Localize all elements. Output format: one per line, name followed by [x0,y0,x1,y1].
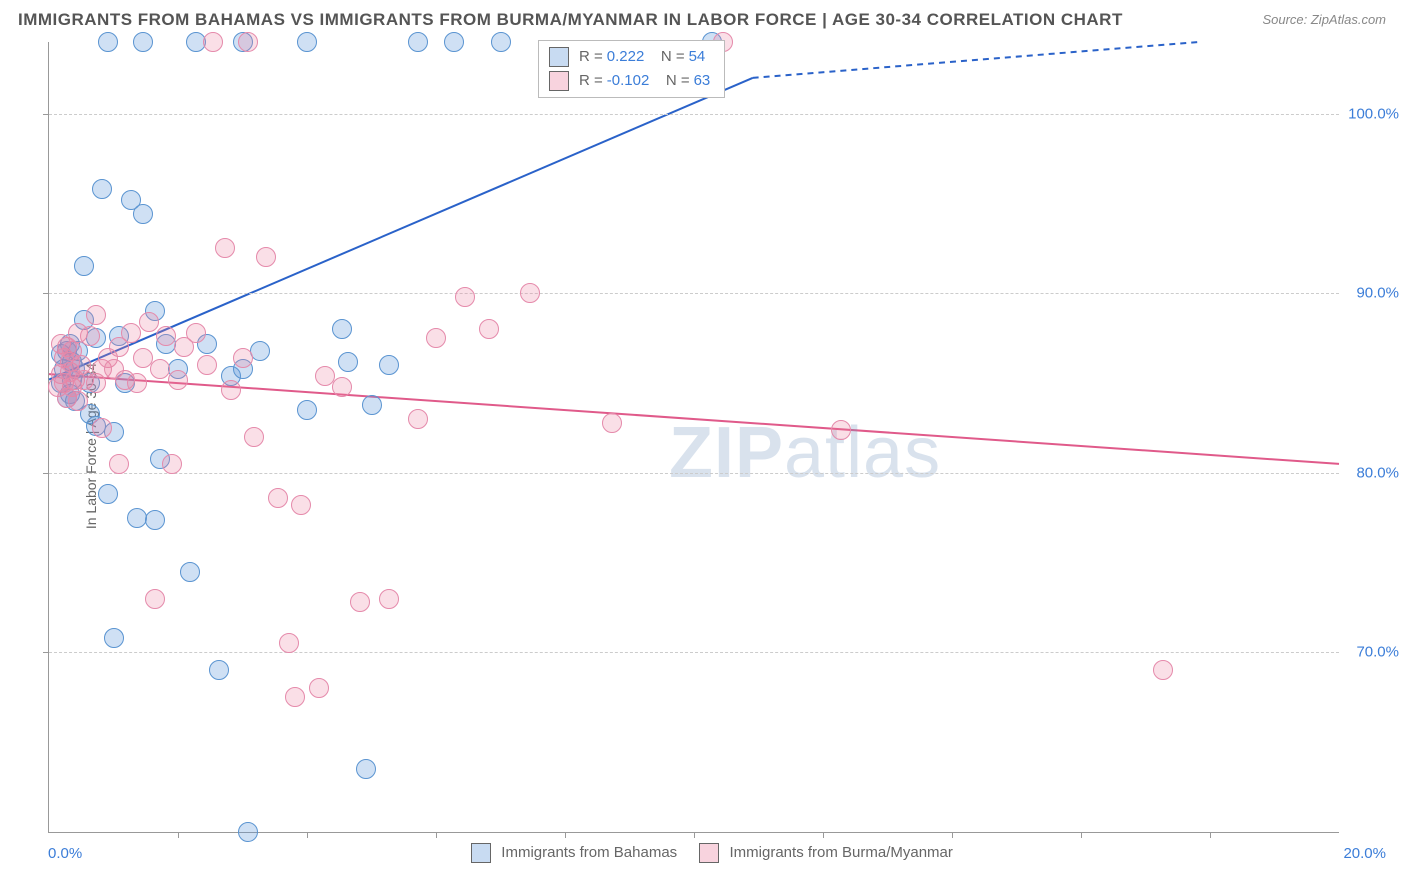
data-point [338,352,358,372]
data-point [285,687,305,707]
legend-swatch [549,47,569,67]
data-point [162,454,182,474]
data-point [109,454,129,474]
stats-legend: R = 0.222 N = 54R = -0.102 N = 63 [538,40,725,98]
x-tick [1210,832,1211,838]
data-point [408,32,428,52]
data-point [250,341,270,361]
stats-legend-row: R = -0.102 N = 63 [549,69,714,93]
data-point [831,420,851,440]
y-tick [43,114,49,115]
data-point [68,391,88,411]
data-point [104,628,124,648]
data-point [362,395,382,415]
data-point [297,32,317,52]
trend-line-extrapolated [753,42,1199,78]
data-point [297,400,317,420]
trend-line [49,374,1339,464]
data-point [186,323,206,343]
data-point [455,287,475,307]
y-tick [43,293,49,294]
data-point [203,32,223,52]
x-tick [1081,832,1082,838]
y-tick-label: 90.0% [1356,285,1399,302]
data-point [238,32,258,52]
scatter-plot: ZIPatlas 70.0%80.0%90.0%100.0% [48,42,1339,833]
data-point [379,355,399,375]
gridline [49,652,1339,653]
data-point [209,660,229,680]
y-tick-label: 80.0% [1356,464,1399,481]
data-point [268,488,288,508]
legend-label-pink: Immigrants from Burma/Myanmar [730,844,953,861]
legend-label-blue: Immigrants from Bahamas [501,844,677,861]
x-tick [823,832,824,838]
data-point [256,247,276,267]
x-tick [565,832,566,838]
legend-swatch-blue [471,843,491,863]
data-point [92,418,112,438]
trend-lines-layer [49,42,1339,832]
data-point [133,204,153,224]
data-point [168,370,188,390]
source-credit: Source: ZipAtlas.com [1262,12,1386,27]
series-legend: Immigrants from Bahamas Immigrants from … [0,843,1406,863]
y-tick-label: 100.0% [1348,105,1399,122]
data-point [145,510,165,530]
data-point [379,589,399,609]
data-point [491,32,511,52]
x-tick [436,832,437,838]
y-tick-label: 70.0% [1356,644,1399,661]
gridline [49,293,1339,294]
data-point [98,32,118,52]
data-point [197,355,217,375]
stats-legend-row: R = 0.222 N = 54 [549,45,714,69]
data-point [444,32,464,52]
y-tick [43,473,49,474]
x-tick [952,832,953,838]
data-point [98,484,118,504]
data-point [279,633,299,653]
data-point [1153,660,1173,680]
legend-swatch [549,71,569,91]
data-point [291,495,311,515]
data-point [127,373,147,393]
data-point [244,427,264,447]
data-point [92,179,112,199]
gridline [49,114,1339,115]
data-point [121,323,141,343]
data-point [133,32,153,52]
x-tick [307,832,308,838]
data-point [238,822,258,842]
data-point [426,328,446,348]
data-point [215,238,235,258]
data-point [408,409,428,429]
data-point [80,326,100,346]
gridline [49,473,1339,474]
data-point [602,413,622,433]
trend-line [49,78,753,380]
y-tick [43,652,49,653]
data-point [74,256,94,276]
data-point [180,562,200,582]
x-tick [178,832,179,838]
data-point [221,380,241,400]
data-point [86,305,106,325]
data-point [356,759,376,779]
data-point [145,589,165,609]
data-point [332,377,352,397]
data-point [332,319,352,339]
data-point [309,678,329,698]
legend-swatch-pink [699,843,719,863]
data-point [479,319,499,339]
data-point [233,348,253,368]
x-tick [694,832,695,838]
chart-title: IMMIGRANTS FROM BAHAMAS VS IMMIGRANTS FR… [18,10,1123,30]
data-point [139,312,159,332]
data-point [350,592,370,612]
data-point [520,283,540,303]
